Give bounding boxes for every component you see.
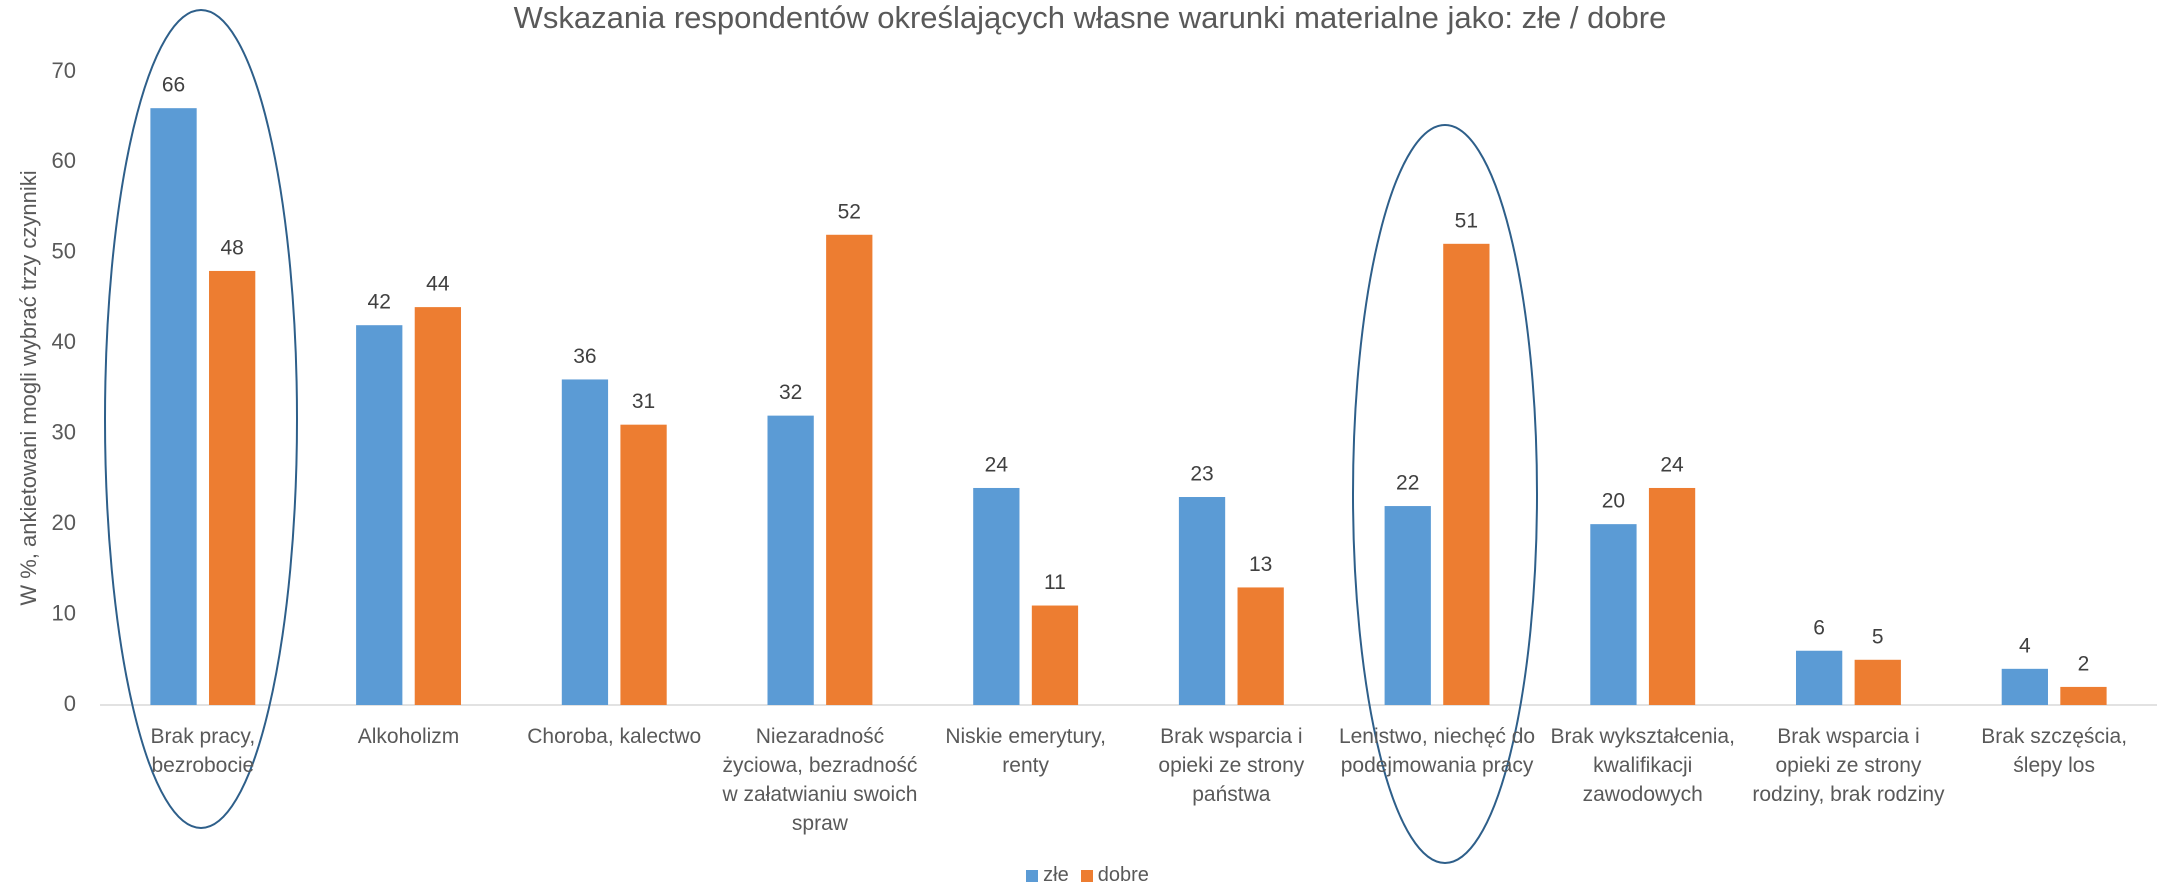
y-tick-label: 40	[52, 329, 76, 354]
x-tick-label: Lenistwo, niechęć do podejmowania pracy	[1338, 725, 1536, 777]
bar	[767, 415, 814, 705]
x-tick-label: Brak szczęścia, ślepy los	[1981, 725, 2128, 777]
y-tick-label: 0	[64, 691, 76, 716]
highlight-ellipse	[1352, 124, 1538, 864]
bar	[414, 307, 462, 705]
data-label: 4	[2019, 634, 2031, 657]
y-tick-label: 60	[52, 148, 76, 173]
x-tick-label: Brak wykształcenia, kwalifikacji zawodow…	[1550, 725, 1735, 806]
data-label: 66	[162, 74, 185, 97]
x-tick-label: Niezaradność życiowa, bezradność w załat…	[722, 725, 918, 835]
bar	[209, 270, 256, 705]
x-tick-label: Choroba, kalectwo	[527, 725, 702, 748]
legend-label: dobre	[1097, 864, 1149, 886]
data-label: 36	[573, 345, 596, 368]
data-label: 5	[1872, 625, 1884, 648]
bar	[1384, 506, 1431, 705]
bar	[1178, 497, 1226, 705]
data-label: 51	[1455, 209, 1478, 232]
y-axis-label: W %, ankietowani mogli wybrać trzy czynn…	[16, 170, 41, 605]
data-label: 52	[838, 200, 861, 223]
bar	[1795, 650, 1843, 705]
data-label: 20	[1602, 490, 1625, 513]
data-label: 6	[1813, 616, 1825, 639]
bar	[2001, 668, 2048, 705]
data-label: 13	[1249, 553, 1272, 576]
legend-swatch	[1026, 869, 1039, 882]
bar	[1237, 587, 1284, 705]
bar	[561, 379, 609, 705]
bar	[826, 234, 873, 705]
legend-swatch	[1080, 869, 1093, 882]
bar	[1590, 524, 1637, 705]
data-label: 2	[2078, 652, 2090, 675]
x-tick-label: Alkoholizm	[357, 725, 460, 748]
x-tick-label: Brak wsparcia i opieki ze strony państwa	[1158, 725, 1305, 806]
bar	[1443, 243, 1490, 706]
bar	[1031, 605, 1079, 705]
chart-title: Wskazania respondentów określających wła…	[514, 0, 1667, 35]
data-label: 31	[632, 390, 655, 413]
legend-label: złe	[1043, 864, 1069, 886]
x-tick-label: Brak pracy, bezrobocie	[150, 725, 256, 777]
bar	[356, 325, 403, 705]
highlight-ellipse	[104, 9, 298, 829]
legend: złe dobre	[0, 864, 2175, 887]
data-label: 11	[1044, 571, 1066, 594]
y-tick-label: 30	[52, 420, 76, 445]
bar	[620, 424, 667, 705]
data-label: 44	[426, 273, 450, 296]
data-label: 22	[1396, 472, 1419, 495]
y-tick-label: 70	[52, 58, 76, 83]
data-label: 23	[1190, 463, 1213, 486]
y-tick-label: 20	[52, 510, 76, 535]
x-tick-label: Niskie emerytury, renty	[945, 725, 1106, 777]
legend-item: dobre	[1080, 864, 1149, 887]
data-label: 42	[368, 291, 391, 314]
legend-item: złe	[1026, 864, 1069, 887]
bar	[150, 108, 197, 705]
x-tick-label: Brak wsparcia i opieki ze strony rodziny…	[1752, 725, 1945, 806]
data-label: 24	[985, 454, 1009, 477]
y-tick-label: 50	[52, 239, 76, 264]
y-tick-label: 10	[52, 600, 76, 625]
bar	[1648, 487, 1696, 705]
data-label: 48	[220, 236, 243, 259]
bar	[973, 487, 1020, 705]
data-label: 24	[1660, 454, 1684, 477]
data-label: 32	[779, 381, 802, 404]
bar	[1854, 659, 1901, 705]
bar	[2060, 686, 2107, 705]
